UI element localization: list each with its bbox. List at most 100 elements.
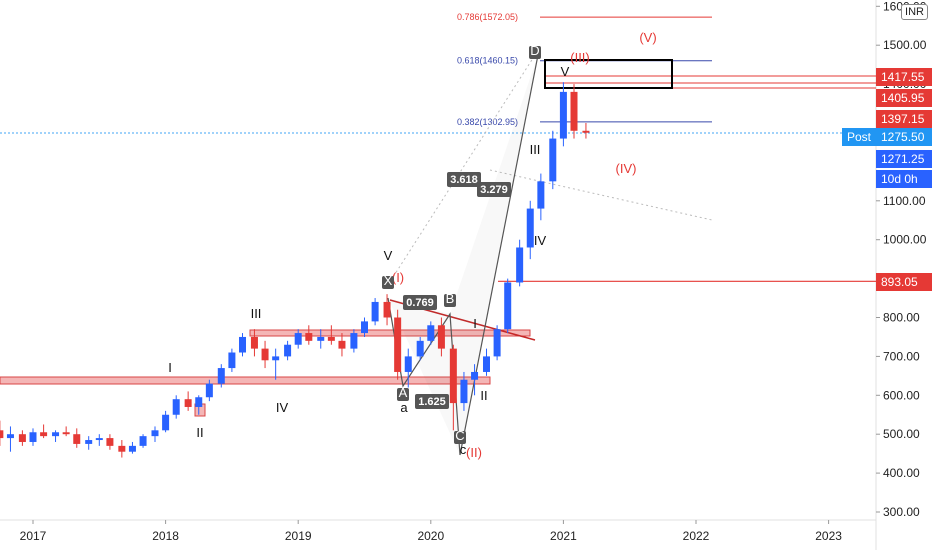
fib-level-label: 0.786(1572.05) (457, 12, 518, 22)
price-tag-label: 893.05 (881, 275, 918, 289)
wave-label: I (473, 316, 477, 331)
price-tag (876, 68, 932, 86)
price-tag (876, 273, 932, 291)
y-tick-label: 700.00 (883, 349, 920, 363)
ratio-label: 3.279 (480, 184, 508, 196)
y-tick-label: 500.00 (883, 427, 920, 441)
candle-body (537, 181, 545, 209)
post-tag-label: Post (847, 130, 872, 144)
candle-body (383, 301, 391, 318)
price-tag-label: 1405.95 (881, 91, 925, 105)
candle-body (272, 356, 280, 361)
ratio-badge (415, 394, 449, 409)
candle-body (482, 356, 490, 372)
candle-body (549, 138, 557, 182)
wave-label: III (251, 306, 262, 321)
candle-body (516, 247, 524, 283)
candle-body (361, 321, 368, 334)
pattern-point-badge (382, 276, 394, 289)
candle-body (184, 399, 192, 407)
y-tick-label: 800.00 (883, 311, 920, 325)
candle-body (582, 130, 590, 133)
currency-badge[interactable]: INR (901, 4, 928, 20)
candle-body (427, 325, 435, 341)
wave-label: IV (534, 233, 547, 248)
wave-label: I (168, 360, 172, 375)
y-tick-label: 400.00 (883, 466, 920, 480)
price-tag-label: 1271.25 (881, 152, 925, 166)
candle-body (40, 432, 48, 437)
wave-label: II (480, 388, 487, 403)
wave-label: V (561, 64, 570, 79)
candle-body (195, 397, 203, 407)
wave-label: III (530, 142, 541, 157)
price-tag (876, 89, 932, 107)
fib-level-label: 0.618(1460.15) (457, 56, 518, 66)
wave-label: IV (276, 400, 289, 415)
projection-line (489, 169, 713, 221)
x-tick-label: 2019 (285, 529, 312, 543)
pattern-point-badge (454, 431, 466, 444)
wave-label: V (384, 248, 393, 263)
candle-body (95, 438, 103, 441)
wave-label: (IV) (616, 161, 637, 176)
wave-label: A (399, 385, 408, 400)
x-tick-label: 2018 (152, 529, 179, 543)
candle-body (128, 445, 136, 452)
wave-label: C (455, 428, 464, 443)
pattern-point-badge (397, 388, 409, 401)
support-zone-mid (249, 329, 531, 337)
candle-body (526, 208, 534, 248)
ratio-badge (447, 172, 481, 187)
post-tag (842, 128, 876, 146)
candle-body (371, 301, 379, 322)
wave-label: a (400, 400, 408, 415)
wave-label: D (530, 43, 539, 58)
candle-body (73, 434, 81, 444)
wave-label: (V) (639, 30, 656, 45)
candle-body (394, 317, 402, 372)
candle-body (416, 340, 424, 357)
wave-label: (I) (392, 270, 404, 285)
x-tick-label: 2021 (550, 529, 577, 543)
fib-level-label: 0.382(1302.95) (457, 117, 518, 127)
pattern-point-badge (444, 294, 456, 307)
wave-label: c (460, 442, 467, 457)
candle-body (504, 282, 512, 330)
candle-body (559, 91, 567, 139)
x-tick-label: 2017 (20, 529, 47, 543)
candle-body (239, 336, 247, 353)
candle-body (294, 333, 302, 345)
candle-body (261, 348, 269, 361)
candle-body (327, 336, 335, 341)
wave-label: (II) (466, 445, 482, 460)
x-tick-label: 2023 (815, 529, 842, 543)
candle-body (18, 434, 26, 442)
candle-body (338, 340, 346, 349)
candle-body (172, 399, 180, 415)
candle-body (29, 432, 37, 442)
price-tag (876, 170, 932, 188)
target-box (544, 59, 673, 89)
price-tag (876, 150, 932, 168)
y-tick-label: 300.00 (883, 505, 920, 519)
projection-line (387, 54, 536, 286)
y-tick-label: 1500.00 (883, 38, 927, 52)
xabcd-fill (388, 55, 538, 455)
candle-body (317, 336, 325, 341)
candle-body (284, 344, 292, 357)
ratio-badge (403, 295, 437, 310)
candle-body (449, 348, 457, 404)
candle-body (118, 445, 126, 452)
y-tick-label: 1100.00 (883, 194, 926, 208)
candle-body (570, 91, 578, 131)
y-tick-label: 600.00 (883, 388, 920, 402)
candle-body (205, 383, 213, 398)
candle-body (151, 430, 159, 437)
price-tag-label: 1417.55 (881, 70, 925, 84)
candle-body (471, 371, 479, 380)
candle-body (85, 440, 93, 444)
candle-body (62, 432, 70, 435)
candle-body (250, 336, 258, 349)
